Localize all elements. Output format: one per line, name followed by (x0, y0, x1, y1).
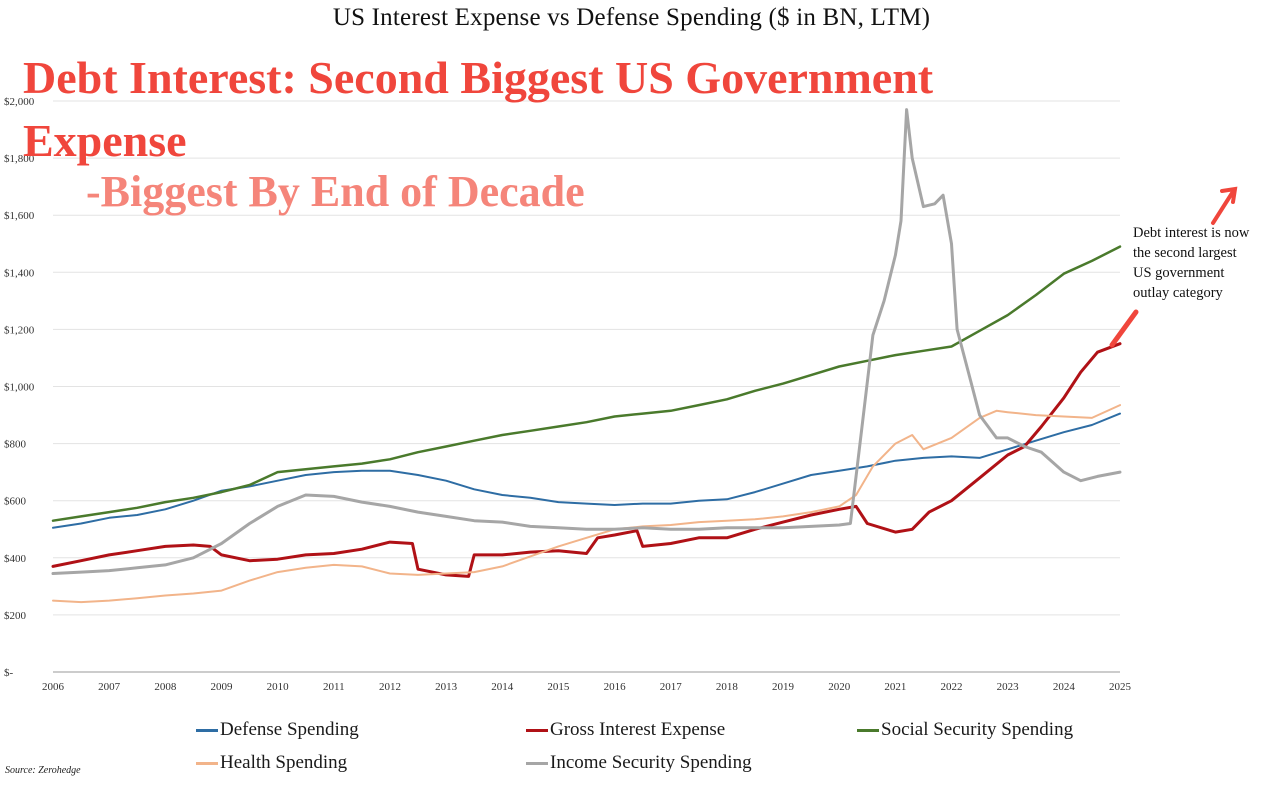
x-tick-label: 2022 (941, 681, 963, 693)
annotation-arrow-up (1211, 186, 1238, 225)
legend-swatch (526, 761, 548, 765)
x-tick-label: 2023 (997, 681, 1020, 693)
series-line-income-security-spending (51, 108, 1122, 575)
x-tick-label: 2011 (323, 681, 345, 693)
x-tick-label: 2013 (435, 681, 458, 693)
y-tick-label: $400 (4, 553, 27, 565)
y-tick-label: $800 (4, 439, 27, 451)
legend-item-interest: Gross Interest Expense (526, 719, 725, 741)
x-tick-label: 2014 (491, 681, 514, 693)
y-tick-label: $1,800 (4, 153, 35, 165)
headline-subtitle: -Biggest By End of Decade (86, 167, 585, 216)
legend-label: Defense Spending (220, 719, 359, 740)
x-tick-label: 2018 (716, 681, 739, 693)
series-line-gross-interest-expense (51, 342, 1122, 578)
y-tick-label: $1,400 (4, 267, 35, 279)
legend-swatch (196, 728, 218, 732)
y-axis-ticks: $- $200 $400 $600 $800 $1,000 $1,200 $1,400 $1,6… (4, 96, 35, 679)
legend-item-income-security: Income Security Spending (526, 752, 752, 774)
series-line-social-security-spending (51, 245, 1122, 522)
x-tick-label: 2021 (884, 681, 906, 693)
x-tick-label: 2017 (660, 681, 683, 693)
series-lines (51, 108, 1122, 604)
legend-label: Income Security Spending (550, 752, 752, 773)
legend-swatch (857, 728, 879, 732)
legend-swatch (196, 761, 218, 765)
legend-label: Social Security Spending (881, 719, 1074, 740)
x-tick-label: 2007 (98, 681, 121, 693)
y-tick-label: $1,600 (4, 210, 35, 222)
legend-item-defense: Defense Spending (196, 719, 359, 741)
legend-item-health: Health Spending (196, 752, 347, 774)
y-tick-label: $600 (4, 496, 27, 508)
y-tick-label: $1,000 (4, 382, 35, 394)
legend-label: Health Spending (220, 752, 348, 773)
chart-title: US Interest Expense vs Defense Spending … (332, 4, 931, 31)
x-tick-label: 2015 (547, 681, 570, 693)
x-tick-label: 2010 (267, 681, 290, 693)
x-tick-label: 2006 (42, 681, 65, 693)
y-tick-label: $1,200 (4, 324, 35, 336)
x-tick-label: 2020 (828, 681, 851, 693)
legend-item-social-security: Social Security Spending (857, 719, 1073, 741)
x-tick-label: 2009 (210, 681, 233, 693)
x-axis-ticks: 2006 2007 2008 2009 2010 2011 2012 2013 2014 2015… (42, 681, 1132, 693)
annotation-arrow-pointer (1109, 309, 1139, 348)
legend-label: Gross Interest Expense (550, 719, 726, 740)
y-tick-label: $200 (4, 610, 27, 622)
chart-annotation: Debt interest is now the second largest … (1133, 225, 1250, 301)
x-tick-label: 2025 (1109, 681, 1132, 693)
headline-title: Debt Interest: Second Biggest US Governm… (23, 52, 934, 166)
x-tick-label: 2008 (154, 681, 177, 693)
annotation-arrows (1109, 186, 1238, 348)
x-tick-label: 2016 (604, 681, 627, 693)
x-tick-label: 2012 (379, 681, 401, 693)
x-tick-label: 2024 (1053, 681, 1076, 693)
y-tick-label: $2,000 (4, 96, 35, 108)
y-tick-label: $- (4, 667, 14, 679)
legend-swatch (526, 728, 548, 732)
source-note: Source: Zerohedge (5, 765, 81, 776)
x-tick-label: 2019 (772, 681, 795, 693)
